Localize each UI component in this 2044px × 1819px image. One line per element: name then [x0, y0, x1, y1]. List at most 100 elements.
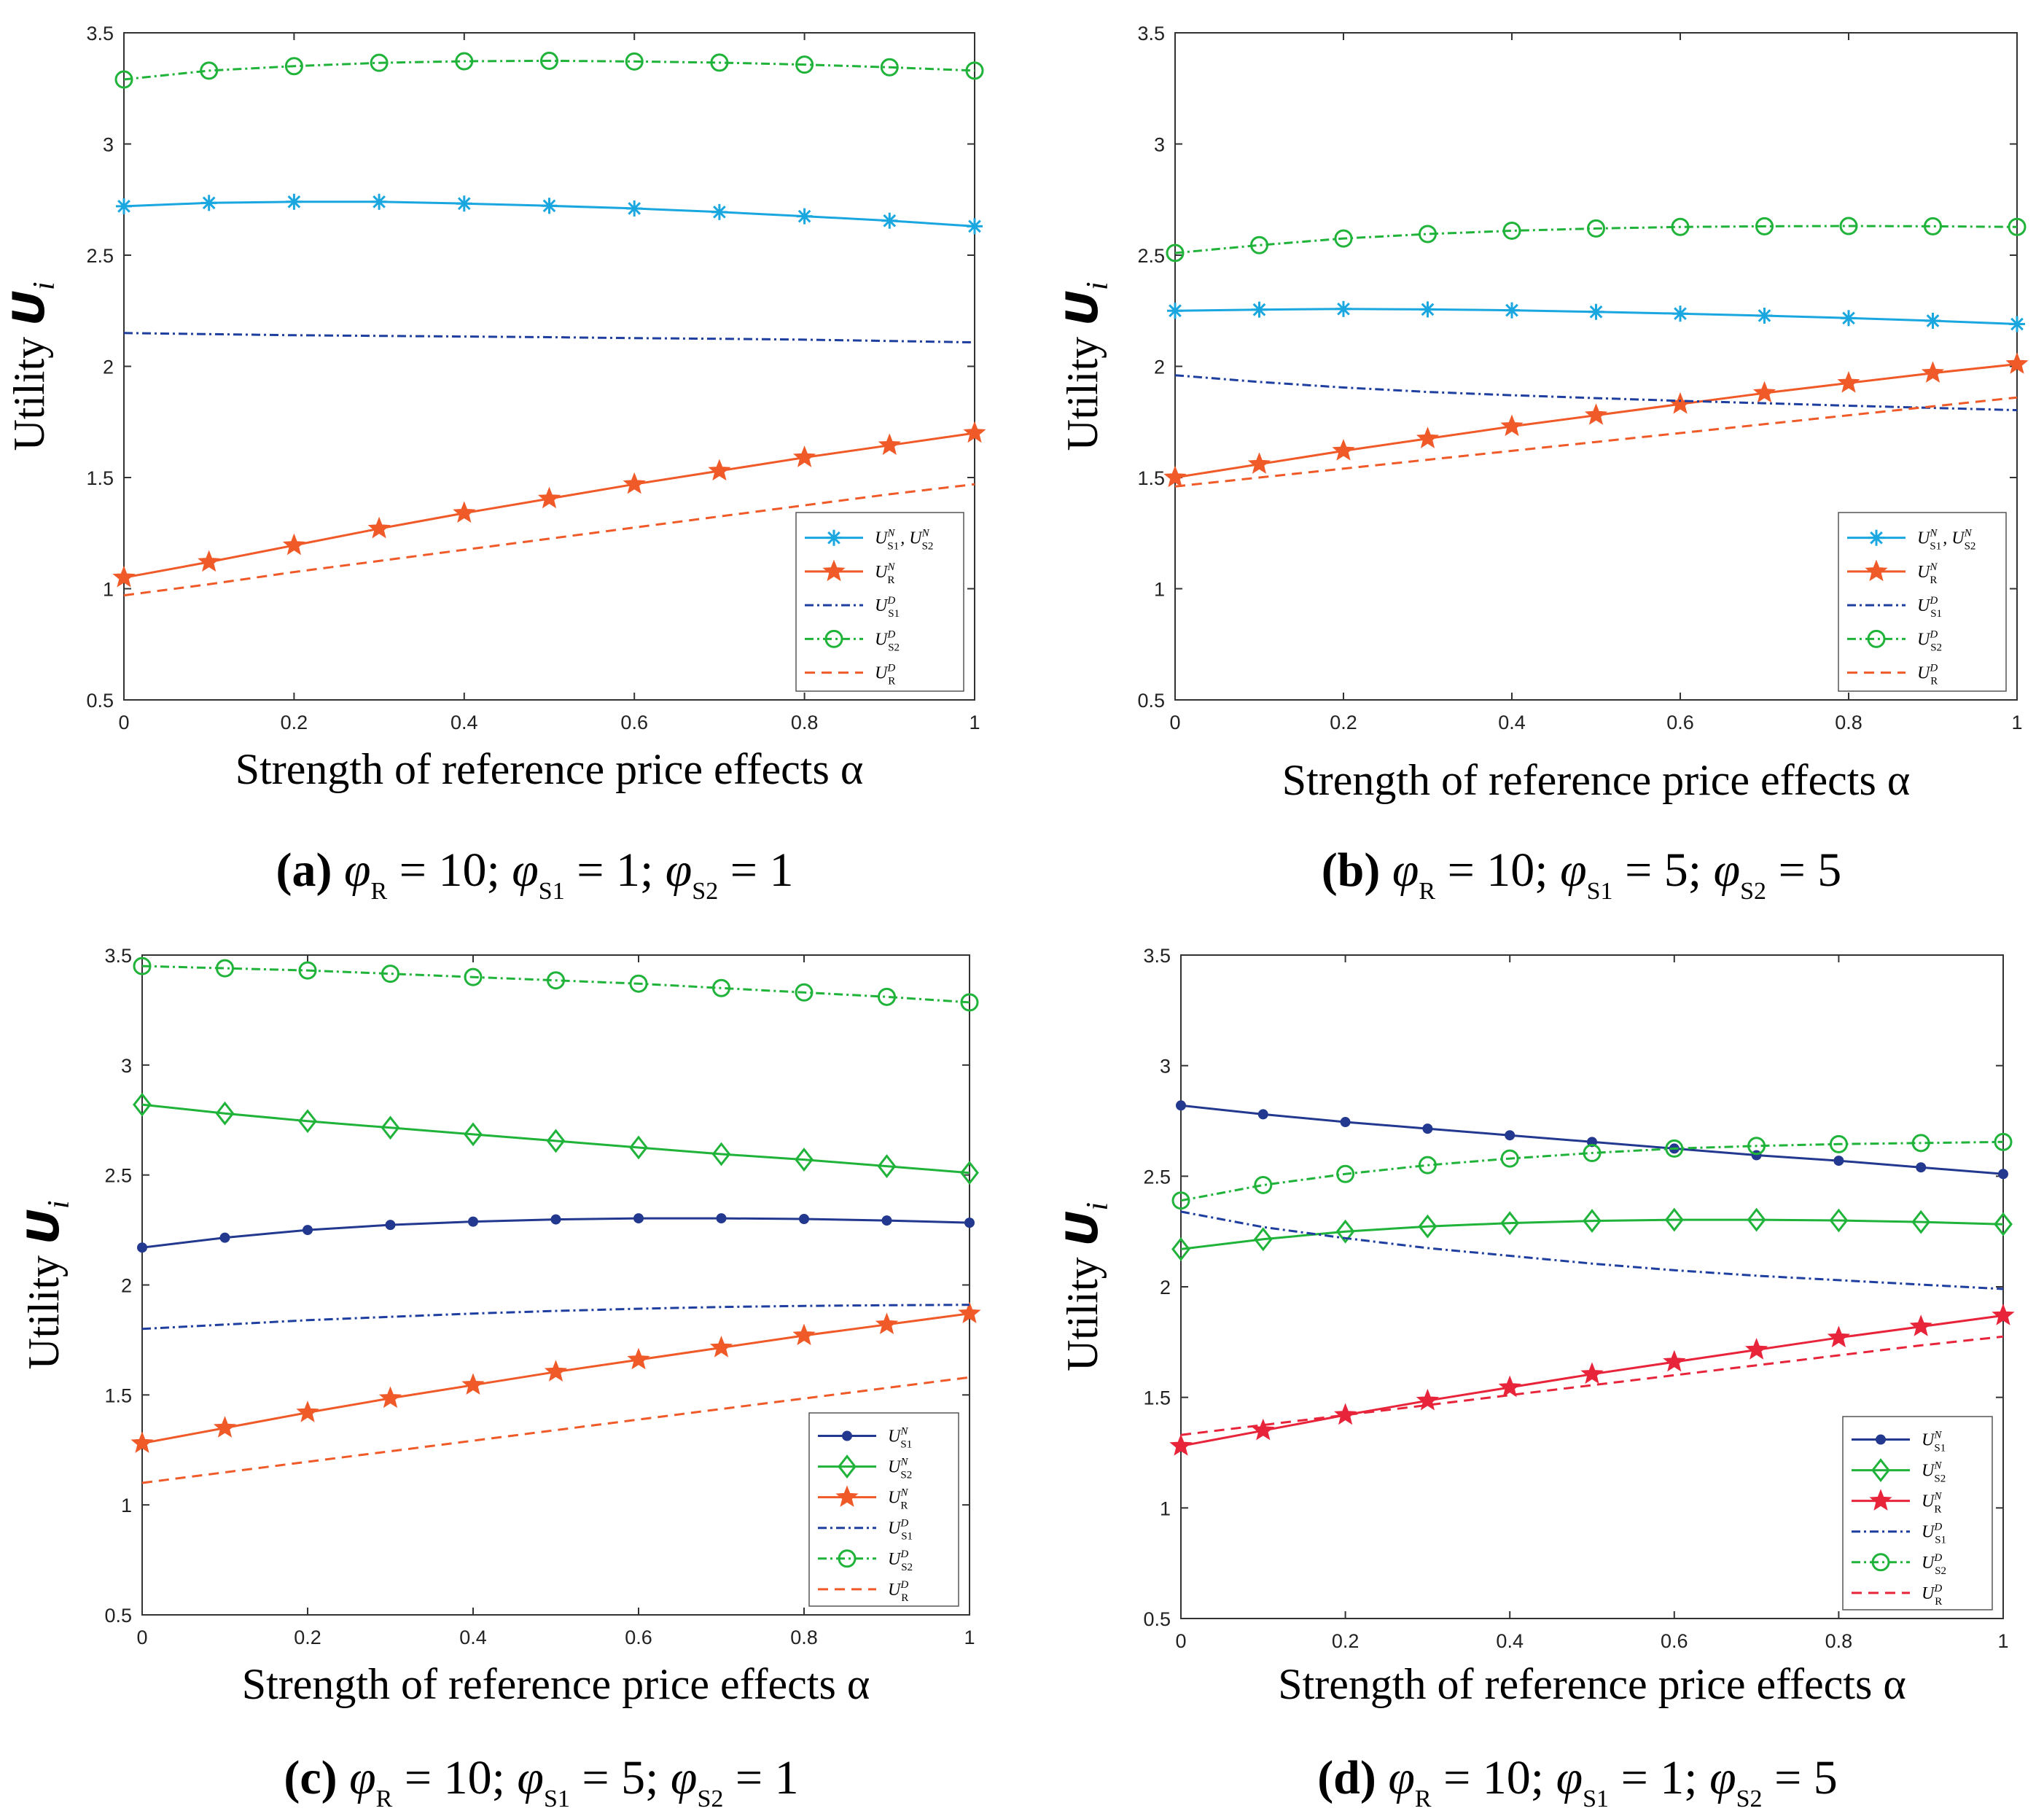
data-point-marker [112, 565, 136, 588]
legend-label: UD R [875, 663, 897, 688]
data-point-marker [1332, 439, 1355, 461]
data-point-marker [1335, 300, 1351, 317]
legend-label: UD R [1917, 663, 1939, 688]
data-point-marker [1163, 465, 1187, 488]
x-tick-label: 0.4 [1496, 1630, 1524, 1652]
data-point-marker [1829, 1134, 1848, 1153]
data-point-marker [1911, 1210, 1931, 1234]
legend-label: UN S1 [888, 1426, 913, 1451]
data-point-marker [1505, 1130, 1516, 1141]
data-point-marker [629, 974, 648, 993]
x-tick-label: 0.6 [620, 712, 648, 733]
data-point-marker [625, 52, 644, 71]
data-point-marker [795, 55, 814, 74]
data-point-marker [964, 1218, 975, 1228]
data-point-marker [792, 1323, 816, 1346]
y-tick-label: 1.5 [1137, 467, 1165, 489]
legend-box [1838, 512, 2007, 692]
x-tick-label: 0.6 [1666, 712, 1694, 733]
data-point-marker [1671, 217, 1690, 236]
data-point-marker [878, 987, 896, 1006]
data-point-marker [1909, 1314, 1932, 1336]
data-point-marker [1583, 1209, 1602, 1234]
data-point-marker [550, 1214, 561, 1225]
series-line-2 [141, 1103, 970, 1175]
data-point-marker [1336, 1164, 1355, 1183]
data-point-marker [198, 550, 221, 572]
data-point-marker [1664, 1207, 1684, 1232]
data-point-marker [284, 57, 303, 76]
x-tick-label: 1 [2011, 712, 2022, 733]
y-tick-label: 1.5 [1143, 1387, 1171, 1409]
panel-caption: (b) φR = 10; φS1 = 5; φS2 = 5 [1322, 844, 1842, 905]
data-point-marker [1588, 303, 1604, 320]
data-point-marker [303, 1225, 313, 1236]
data-point-marker [296, 1401, 319, 1422]
data-point-marker [116, 198, 132, 214]
legend: UN S1 , UN S2 UN R UD S1 UD S2 UD R [1838, 512, 2007, 692]
y-tick-label: 0.5 [86, 690, 114, 712]
data-point-marker [540, 51, 558, 70]
legend-label: UN S2 [888, 1457, 913, 1481]
chart-panel-b: 0 0.2 0.4 0.6 0.8 1 0.5 1 1.5 2 2.5 3 3.5 UN S1 , UN S2… [1057, 23, 2029, 905]
x-tick-label: 0.2 [1330, 712, 1357, 733]
data-point-marker [2005, 352, 2029, 374]
data-point-marker [1251, 301, 1268, 318]
y-tick-label: 3.5 [86, 23, 114, 44]
data-point-marker [1663, 1349, 1686, 1372]
legend-label: UD S2 [1922, 1552, 1948, 1577]
x-tick-label: 0 [1169, 712, 1180, 733]
x-tick-label: 1 [964, 1627, 975, 1648]
data-point-marker [633, 1213, 644, 1224]
data-point-marker [1419, 301, 1436, 318]
legend-label: UN R [875, 561, 896, 586]
y-tick-label: 1 [1154, 579, 1165, 601]
data-point-marker [213, 1416, 237, 1438]
x-axis-label: Strength of reference price effects α [242, 1660, 870, 1708]
data-point-marker [1841, 310, 1857, 327]
data-point-marker [1167, 303, 1183, 319]
data-point-marker [1416, 1388, 1440, 1411]
data-point-marker [878, 433, 901, 456]
data-point-marker [1335, 1219, 1355, 1244]
data-point-marker [114, 70, 133, 89]
series-line-5 [123, 483, 975, 597]
data-point-marker [1333, 1403, 1357, 1425]
legend-label: UD S2 [875, 628, 901, 653]
data-point-marker [298, 961, 317, 980]
legend-label: UN R [1917, 561, 1938, 586]
x-tick-label: 0.8 [790, 1627, 818, 1648]
legend-box [1842, 1416, 1993, 1610]
legend-marker [824, 629, 843, 648]
data-point-marker [1169, 1434, 1193, 1456]
data-point-marker [627, 1347, 650, 1370]
legend-marker [835, 1485, 859, 1507]
y-axis-label: Utility Ui [4, 281, 61, 451]
x-tick-label: 0 [118, 712, 129, 733]
data-point-marker [453, 501, 476, 523]
data-point-marker [1829, 1208, 1849, 1233]
x-tick-label: 0.4 [459, 1627, 487, 1648]
series-line-5 [141, 965, 970, 1004]
legend: UN S1 UN S2 UN R UD S1 UD S2 UD R [1842, 1416, 1993, 1610]
data-point-marker [1340, 1117, 1351, 1128]
data-point-marker [875, 1312, 899, 1335]
panel-caption: (a) φR = 10; φS1 = 1; φS2 = 1 [276, 844, 794, 905]
data-point-marker [711, 1142, 731, 1166]
y-axis-label: Utility Ui [1057, 1202, 1115, 1371]
data-point-marker [881, 212, 898, 229]
data-point-marker [1254, 1175, 1273, 1194]
data-point-marker [1992, 1304, 2015, 1325]
data-point-marker [133, 1092, 152, 1117]
data-point-marker [216, 959, 234, 978]
y-tick-label: 2.5 [86, 245, 114, 267]
data-point-marker [547, 971, 565, 990]
data-point-marker [1502, 221, 1521, 240]
y-tick-label: 0.5 [1137, 690, 1165, 712]
y-tick-label: 0.5 [104, 1605, 132, 1627]
legend-label: UD S1 [875, 595, 901, 620]
y-tick-label: 1 [103, 579, 114, 601]
data-point-marker [133, 957, 152, 975]
y-tick-label: 2 [1160, 1277, 1171, 1298]
y-axis-label: Utility Ui [1057, 281, 1115, 451]
